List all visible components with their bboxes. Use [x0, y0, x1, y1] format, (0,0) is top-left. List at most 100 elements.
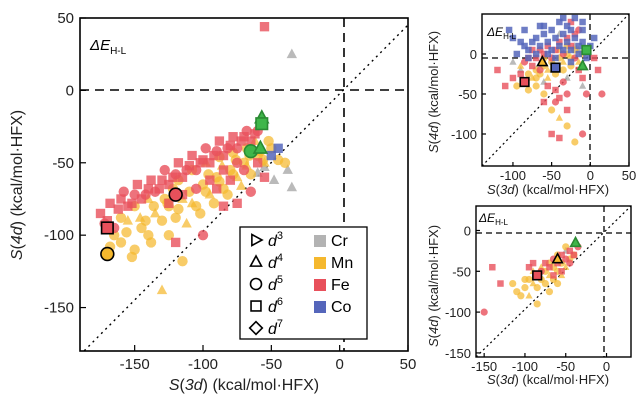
- tr-data-points: [494, 14, 606, 146]
- legend-label-d6: d6: [268, 296, 283, 316]
- y-tick-label: -100: [451, 127, 477, 142]
- point-mn: [173, 203, 184, 215]
- point-mn: [222, 189, 233, 200]
- point-mn: [208, 198, 220, 209]
- point-fe: [143, 184, 154, 194]
- point-co: [579, 26, 586, 34]
- point-fe: [544, 42, 552, 50]
- tr-axes-frame: [481, 13, 630, 167]
- point-fe: [497, 280, 504, 287]
- point-fe: [205, 158, 215, 168]
- point-co: [532, 50, 540, 58]
- top-right-plot-area: [482, 14, 629, 166]
- point-fe: [542, 259, 549, 267]
- point-co: [266, 150, 277, 161]
- point-fe: [529, 46, 536, 54]
- point-co: [552, 54, 559, 62]
- point-fe: [532, 54, 540, 62]
- legend-marker-circle: [249, 277, 263, 291]
- point-fe: [259, 172, 270, 182]
- x-tick-label: -100: [500, 168, 526, 183]
- point-mn: [563, 122, 571, 130]
- highlighted-point: [569, 235, 582, 248]
- point-fe: [529, 62, 536, 70]
- tr-x-axis-label: S(3d) (kcal/mol·HFX): [487, 182, 609, 197]
- x-tick-label: 0: [335, 356, 343, 373]
- point-co: [575, 42, 582, 50]
- point-co: [567, 58, 575, 66]
- point-fe: [250, 129, 260, 139]
- point-co: [521, 26, 528, 34]
- point-fe: [567, 18, 575, 26]
- point-cr: [268, 174, 280, 185]
- point-fe: [140, 189, 151, 200]
- br-data-points: [480, 235, 582, 316]
- point-fe: [551, 98, 560, 106]
- point-fe: [116, 194, 126, 204]
- point-fe: [559, 78, 567, 86]
- highlighted-point: [576, 59, 589, 71]
- point-fe: [480, 308, 488, 316]
- br-x-axis-label: S(3d) (kcal/mol·HFX): [487, 372, 609, 387]
- point-mn: [532, 74, 540, 82]
- point-co: [571, 14, 579, 22]
- point-fe: [501, 82, 509, 90]
- main-x-axis-label: S(3d) (kcal/mol·HFX): [169, 377, 319, 394]
- x-tick-label: 50: [400, 356, 417, 373]
- tr-annotation: ΔEH-L: [486, 25, 517, 41]
- point-fe: [578, 130, 587, 138]
- point-co: [563, 38, 571, 46]
- point-mn: [533, 300, 541, 308]
- point-fe: [252, 158, 263, 168]
- point-mn: [149, 207, 161, 218]
- point-fe: [563, 90, 571, 98]
- point-co: [540, 22, 548, 30]
- point-mn: [532, 82, 540, 90]
- point-fe: [154, 184, 164, 194]
- point-mn: [521, 275, 529, 284]
- y-tick-label: 0: [470, 47, 477, 62]
- x-tick-label: 0: [587, 168, 594, 183]
- point-fe: [231, 157, 243, 168]
- point-co: [583, 54, 590, 62]
- point-fe: [146, 175, 156, 185]
- point-co: [548, 46, 555, 54]
- x-tick-label: -50: [260, 356, 282, 373]
- point-fe: [245, 186, 257, 197]
- point-mn: [558, 271, 566, 279]
- main-y-axis-label: S(4d) (kcal/mol·HFX): [9, 110, 26, 260]
- point-fe: [164, 179, 174, 190]
- point-cr: [578, 82, 587, 89]
- y-tick-label: -150: [44, 300, 74, 317]
- point-mn: [509, 279, 517, 288]
- point-fe: [567, 42, 575, 50]
- point-fe: [556, 38, 563, 46]
- point-fe: [177, 172, 188, 182]
- point-fe: [494, 66, 501, 74]
- point-fe: [157, 175, 167, 185]
- point-fe: [127, 198, 137, 209]
- point-fe: [95, 208, 106, 219]
- point-fe: [566, 247, 574, 255]
- point-mn: [195, 208, 206, 219]
- point-co: [505, 26, 513, 34]
- main-data-points: [95, 22, 298, 295]
- point-mn: [115, 212, 127, 223]
- point-co: [536, 42, 544, 50]
- point-fe: [570, 251, 578, 259]
- legend-metal-entries: Cr Mn Fe Co: [314, 233, 353, 316]
- point-mn: [115, 237, 127, 248]
- point-co: [544, 38, 552, 46]
- tr-ticks: -100 -50 0 50 -100 -50 0: [451, 47, 636, 183]
- point-co: [579, 18, 586, 26]
- br-annotation: ΔEH-L: [478, 211, 509, 227]
- point-mn: [548, 106, 556, 114]
- point-fe: [197, 229, 209, 241]
- point-fe: [218, 150, 229, 161]
- point-fe: [558, 268, 565, 275]
- point-fe: [132, 179, 143, 190]
- x-tick-label: 0: [603, 359, 610, 374]
